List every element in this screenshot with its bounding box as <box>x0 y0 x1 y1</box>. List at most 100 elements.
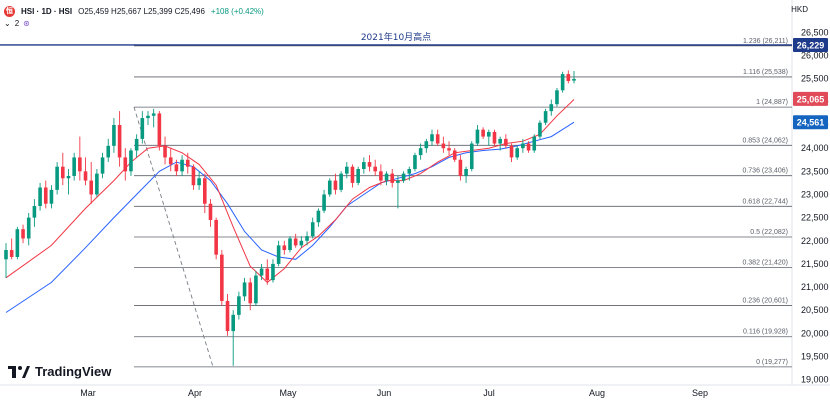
candle-body[interactable] <box>469 143 474 170</box>
candle-body[interactable] <box>555 90 559 105</box>
candle-body[interactable] <box>254 275 258 304</box>
candle-body[interactable] <box>220 254 224 301</box>
candle-body[interactable] <box>9 250 14 257</box>
candle-body[interactable] <box>66 175 71 179</box>
candle-body[interactable] <box>21 229 25 239</box>
candle-body[interactable] <box>134 138 139 151</box>
candle-body[interactable] <box>78 157 82 172</box>
candle-body[interactable] <box>362 162 366 170</box>
candle-body[interactable] <box>157 113 162 146</box>
candle-body[interactable] <box>515 148 519 158</box>
candle-body[interactable] <box>509 145 514 158</box>
candle-body[interactable] <box>168 157 173 165</box>
candle-body[interactable] <box>248 282 253 304</box>
candle-body[interactable] <box>430 134 434 142</box>
candle-body[interactable] <box>549 104 554 112</box>
candle-body[interactable] <box>532 136 537 151</box>
candle-body[interactable] <box>413 155 417 170</box>
candle-body[interactable] <box>185 159 190 167</box>
candle-body[interactable] <box>390 173 395 183</box>
candle-body[interactable] <box>327 180 332 195</box>
candle-body[interactable] <box>293 238 298 246</box>
candle-body[interactable] <box>288 238 292 251</box>
candle-body[interactable] <box>129 150 133 172</box>
candle-body[interactable] <box>447 148 451 151</box>
candle-body[interactable] <box>265 268 270 281</box>
candle-body[interactable] <box>89 180 93 195</box>
candle-body[interactable] <box>214 219 218 255</box>
candle-body[interactable] <box>316 210 321 223</box>
candle-body[interactable] <box>55 166 59 190</box>
candle-body[interactable] <box>441 143 446 149</box>
candle-body[interactable] <box>452 150 457 160</box>
chevron-down-icon[interactable]: ⌄ <box>4 19 11 28</box>
candle-body[interactable] <box>38 187 42 207</box>
candle-body[interactable] <box>100 157 105 174</box>
candle-body[interactable] <box>521 143 525 149</box>
candle-body[interactable] <box>83 171 88 181</box>
candle-body[interactable] <box>305 236 309 241</box>
candle-body[interactable] <box>191 166 196 186</box>
candle-body[interactable] <box>61 166 65 179</box>
candle-body[interactable] <box>373 166 377 172</box>
candle-body[interactable] <box>310 222 315 237</box>
candle-body[interactable] <box>15 229 20 257</box>
symbol-label[interactable]: HSI · 1D · HSI <box>21 6 73 16</box>
candle-body[interactable] <box>481 129 485 137</box>
candle-body[interactable] <box>356 169 360 183</box>
candle-body[interactable] <box>464 169 468 176</box>
candle-body[interactable] <box>271 263 275 281</box>
candle-body[interactable] <box>32 206 37 218</box>
candle-body[interactable] <box>299 240 304 246</box>
candle-body[interactable] <box>146 115 150 119</box>
candle-body[interactable] <box>140 118 145 139</box>
candle-body[interactable] <box>117 125 122 158</box>
candle-body[interactable] <box>384 173 389 181</box>
fib-anchor-line[interactable] <box>133 106 214 367</box>
candle-body[interactable] <box>407 169 412 174</box>
candle-body[interactable] <box>208 203 213 220</box>
candle-body[interactable] <box>237 296 241 315</box>
candle-body[interactable] <box>242 282 247 297</box>
candle-body[interactable] <box>345 166 349 174</box>
candle-body[interactable] <box>225 300 230 332</box>
candle-body[interactable] <box>151 113 156 116</box>
candle-body[interactable] <box>418 148 423 156</box>
candle-body[interactable] <box>231 314 235 332</box>
candle-body[interactable] <box>350 166 355 183</box>
candle-body[interactable] <box>572 78 576 81</box>
indicators-toggle[interactable]: ⌄ 2 ⊛ <box>4 19 30 28</box>
candle-body[interactable] <box>95 173 99 195</box>
candle-body[interactable] <box>401 173 406 181</box>
candle-body[interactable] <box>379 171 383 181</box>
candle-body[interactable] <box>424 141 429 149</box>
candle-body[interactable] <box>112 125 116 146</box>
candle-body[interactable] <box>543 111 548 123</box>
candle-body[interactable] <box>72 157 76 176</box>
candle-body[interactable] <box>498 138 502 144</box>
candle-body[interactable] <box>276 245 281 264</box>
candle-body[interactable] <box>197 178 201 186</box>
candle-body[interactable] <box>526 143 531 151</box>
candle-body[interactable] <box>396 180 400 183</box>
candle-body[interactable] <box>458 159 463 176</box>
candle-body[interactable] <box>487 131 491 137</box>
candle-body[interactable] <box>504 138 508 146</box>
candle-body[interactable] <box>560 74 565 91</box>
candle-body[interactable] <box>203 178 207 204</box>
candle-body[interactable] <box>333 180 338 190</box>
candle-body[interactable] <box>566 74 571 82</box>
candle-body[interactable] <box>492 131 497 144</box>
candle-body[interactable] <box>322 194 326 211</box>
candle-body[interactable] <box>49 189 54 204</box>
candle-body[interactable] <box>106 145 111 158</box>
candle-body[interactable] <box>26 217 31 239</box>
candle-body[interactable] <box>282 245 287 251</box>
candle-body[interactable] <box>180 159 184 172</box>
candle-body[interactable] <box>339 173 343 190</box>
candle-body[interactable] <box>475 129 480 144</box>
candle-body[interactable] <box>123 157 128 172</box>
candle-body[interactable] <box>174 164 179 172</box>
candle-body[interactable] <box>43 187 48 204</box>
